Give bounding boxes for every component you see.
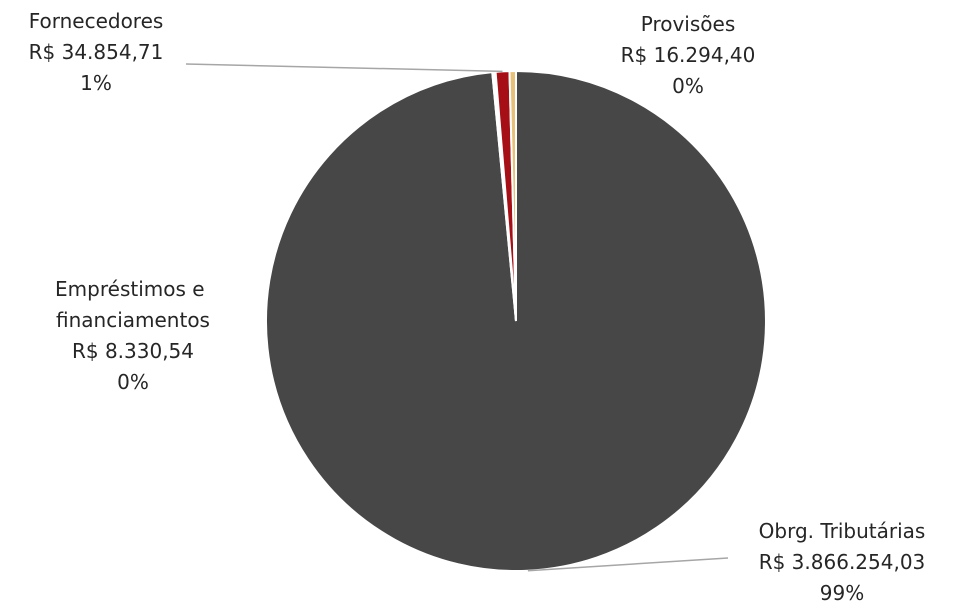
- label-provisoes: Provisões R$ 16.294,40 0%: [621, 12, 756, 98]
- label-emprestimos-name-line1: Empréstimos e: [55, 277, 205, 301]
- leader-lines: [185, 63, 729, 572]
- label-provisoes-value: R$ 16.294,40: [621, 43, 756, 67]
- label-emprestimos-name: Empréstimos e financiamentos: [55, 277, 211, 332]
- label-emprestimos: Empréstimos e financiamentos R$ 8.330,54…: [55, 277, 211, 394]
- label-fornecedores-name: Fornecedores: [29, 9, 164, 33]
- leader-line-fornecedores: [185, 63, 503, 73]
- label-emprestimos-name-line2: financiamentos: [56, 308, 210, 332]
- label-fornecedores-value: R$ 34.854,71: [29, 40, 164, 64]
- label-fornecedores: Fornecedores R$ 34.854,71 1%: [29, 9, 164, 95]
- pie-slices: [264, 69, 767, 572]
- label-provisoes-percent: 0%: [672, 74, 704, 98]
- leader-line-obrg-tributarias: [527, 557, 729, 572]
- label-obrg-tributarias-percent: 99%: [820, 581, 864, 602]
- label-emprestimos-percent: 0%: [117, 370, 149, 394]
- label-obrg-tributarias-name: Obrg. Tributárias: [759, 519, 926, 543]
- label-emprestimos-value: R$ 8.330,54: [72, 339, 194, 363]
- label-fornecedores-percent: 1%: [80, 71, 112, 95]
- label-obrg-tributarias-value: R$ 3.866.254,03: [759, 550, 926, 574]
- label-obrg-tributarias: Obrg. Tributárias R$ 3.866.254,03 99%: [759, 519, 926, 602]
- pie-slice-3: [508, 69, 517, 322]
- label-provisoes-name: Provisões: [641, 12, 736, 36]
